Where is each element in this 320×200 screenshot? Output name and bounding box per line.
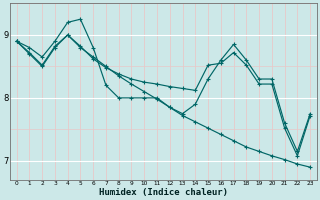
X-axis label: Humidex (Indice chaleur): Humidex (Indice chaleur) xyxy=(99,188,228,197)
